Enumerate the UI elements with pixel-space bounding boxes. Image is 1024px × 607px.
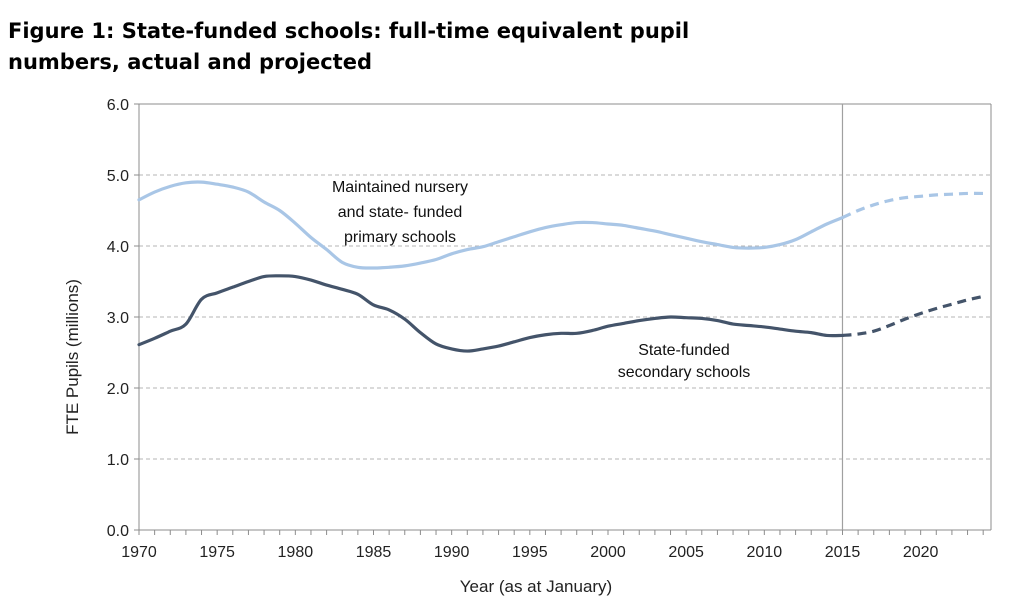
x-axis-label: Year (as at January) [460,577,612,596]
annotation-line: Maintained nursery [332,179,468,196]
x-tick-label: 1975 [199,544,235,561]
series-annotation-secondary: State-funded secondary schools [618,342,751,381]
y-tick-label: 0.0 [107,523,129,540]
annotation-line: secondary schools [618,364,751,381]
annotation-line: primary schools [344,229,456,246]
series-line-secondary-projected [842,294,984,338]
y-tick-label: 5.0 [107,168,129,185]
x-tick-label: 1970 [121,544,157,561]
x-tick-label: 2000 [590,544,626,561]
x-tick-label: 1990 [434,544,470,561]
x-tick-label: 2005 [668,544,704,561]
x-tick-label: 1985 [356,544,392,561]
axes: 0.0 1.0 2.0 3.0 4.0 5.0 6.0 1970 1975 1980 1985 199… [107,97,992,561]
x-tick-label: 2020 [903,544,939,561]
annotation-line: State-funded [638,342,730,359]
annotations: Maintained nursery and state- funded prima… [332,179,750,381]
y-tick-label: 3.0 [107,310,129,327]
series-line-primary-projected [841,191,984,220]
x-tick-label: 1995 [512,544,548,561]
series-line-secondary-actual [137,274,845,353]
y-tick-label: 4.0 [107,239,129,256]
y-tick-label: 6.0 [107,97,129,114]
x-tick-label: 2015 [825,544,861,561]
chart-title: Figure 1: State-funded schools: full-tim… [8,19,690,74]
annotation-line: and state- funded [338,204,463,221]
series-annotation-primary: Maintained nursery and state- funded prima… [332,179,468,246]
y-tick-label: 2.0 [107,381,129,398]
y-axis-label: FTE Pupils (millions) [63,279,82,435]
y-tick-label: 1.0 [107,452,129,469]
series-line-primary-actual [137,180,845,270]
series-lines [137,180,984,353]
grid-lines [139,174,991,460]
x-tick-label: 2010 [747,544,783,561]
x-tick-label: 1980 [278,544,314,561]
